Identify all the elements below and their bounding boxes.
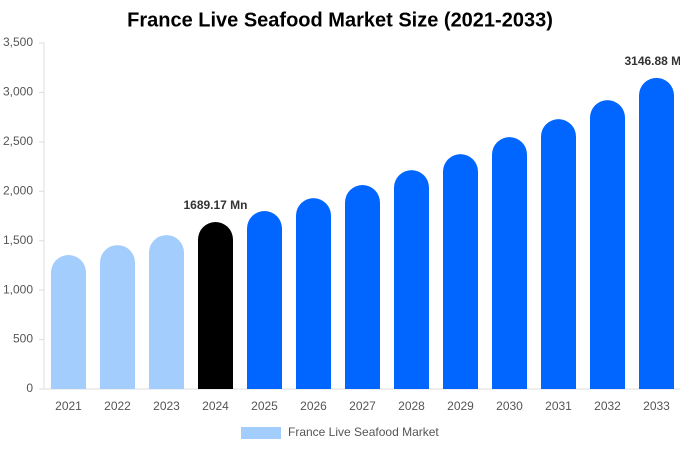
y-tick-label: 3,500 xyxy=(3,35,33,49)
y-tick-label: 2,500 xyxy=(3,134,33,148)
legend-label: France Live Seafood Market xyxy=(288,425,439,439)
x-tick-label: 2026 xyxy=(300,399,327,413)
y-tick-label: 2,000 xyxy=(3,183,33,197)
chart-title: France Live Seafood Market Size (2021-20… xyxy=(127,9,553,31)
y-tick-label: 1,000 xyxy=(3,282,33,296)
x-tick-label: 2021 xyxy=(55,399,82,413)
y-tick-label: 3,000 xyxy=(3,85,33,99)
y-tick-label: 0 xyxy=(26,381,33,395)
x-tick-label: 2027 xyxy=(349,399,376,413)
y-tick-label: 500 xyxy=(13,332,33,346)
bar xyxy=(100,245,135,389)
bar xyxy=(590,100,625,389)
data-label: 3146.88 Mn xyxy=(624,54,680,68)
x-tick-label: 2031 xyxy=(545,399,572,413)
legend-swatch xyxy=(241,427,281,439)
x-tick-label: 2032 xyxy=(594,399,621,413)
bar xyxy=(247,211,282,389)
data-label: 1689.17 Mn xyxy=(183,198,247,212)
y-tick-label: 1,500 xyxy=(3,233,33,247)
x-tick-label: 2022 xyxy=(104,399,131,413)
bar xyxy=(639,77,674,389)
x-tick-label: 2024 xyxy=(202,399,229,413)
x-tick-label: 2023 xyxy=(153,399,180,413)
x-tick-label: 2025 xyxy=(251,399,278,413)
bar xyxy=(394,170,429,389)
bar xyxy=(492,137,527,389)
bar xyxy=(198,222,233,389)
bar xyxy=(443,154,478,389)
bar xyxy=(345,185,380,389)
bar xyxy=(51,255,86,389)
bar xyxy=(541,119,576,390)
bar xyxy=(296,198,331,389)
x-tick-label: 2029 xyxy=(447,399,474,413)
x-tick-label: 2033 xyxy=(643,399,670,413)
x-tick-label: 2030 xyxy=(496,399,523,413)
x-tick-label: 2028 xyxy=(398,399,425,413)
bar xyxy=(149,235,184,389)
